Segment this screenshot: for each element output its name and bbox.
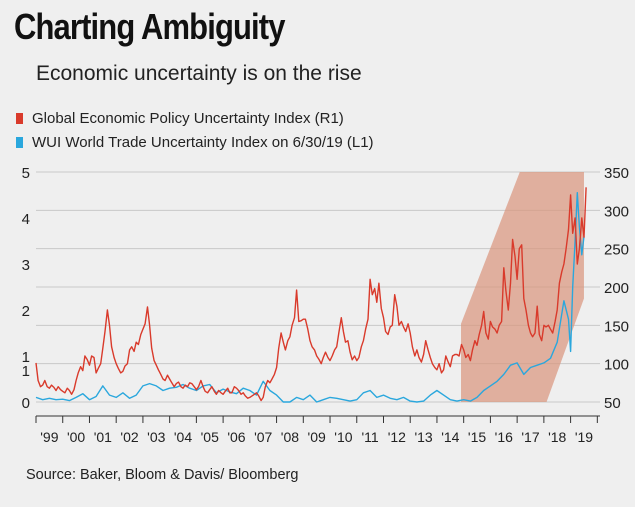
right-tick-label-6: 350 [604,165,629,182]
left-tick-label-3: 2 [22,303,30,320]
x-tick-label-16: '15 [468,429,486,445]
highlight-band-shape [461,172,584,402]
left-tick-label-4: 3 [22,257,30,274]
legend-label-wui: WUI World Trade Uncertainty Index on 6/3… [32,133,374,151]
legend-item-epu: Global Economic Policy Uncertainty Index… [16,106,374,130]
highlight-band [461,172,584,402]
axes: 0 11 2 3 4 5 50 100 150 200 250 300 350 '99 '00 '01 '02 '… [22,165,629,445]
right-tick-label-2: 150 [604,318,629,335]
x-tick-label-12: '11 [362,429,379,445]
series-lines [35,187,587,403]
x-tick-label-8: '07 [254,429,272,445]
line-chart: 0 11 2 3 4 5 50 100 150 200 250 300 350 '99 '00 '01 '02 '… [22,165,629,445]
x-tick-label-3: '02 [120,429,138,445]
legend-label-epu: Global Economic Policy Uncertainty Index… [32,109,344,127]
right-tick-label-5: 300 [604,203,629,220]
series-line-wui [35,192,585,403]
x-tick-label-9: '08 [281,429,299,445]
x-tick-label-7: '06 [227,429,245,445]
x-tick-label-2: '01 [94,429,112,445]
x-tick-label-5: '04 [174,429,192,445]
x-tick-label-4: '03 [147,429,165,445]
right-tick-label-3: 200 [604,280,629,297]
x-tick-label-20: '19 [575,429,593,445]
legend: Global Economic Policy Uncertainty Index… [16,106,374,154]
source-note: Source: Baker, Bloom & Davis/ Bloomberg [26,467,299,483]
right-tick-label-1: 100 [604,357,629,374]
x-tick-label-0: '99 [40,429,58,445]
x-tick-label-6: '05 [201,429,219,445]
x-tick-label-10: '09 [308,429,326,445]
x-tick-label-19: '18 [548,429,566,445]
left-tick-label-6: 5 [22,165,30,182]
x-tick-label-14: '13 [414,429,432,445]
left-tick-label-5: 4 [22,211,30,228]
x-tick-label-1: '00 [67,429,85,445]
left-tick-label-1: 1 [22,363,30,380]
chart-subtitle: Economic uncertainty is on the rise [36,62,362,85]
legend-item-wui: WUI World Trade Uncertainty Index on 6/3… [16,130,374,154]
x-tick-label-17: '16 [495,429,513,445]
x-tick-label-15: '14 [441,429,459,445]
series-line-epu [35,187,587,402]
x-tick-label-11: '10 [334,429,352,445]
legend-swatch-wui [16,136,23,148]
x-tick-label-13: '12 [388,429,406,445]
legend-swatch-epu [16,112,23,124]
left-tick-label-2: 1 [22,349,30,366]
right-tick-label-0: 50 [604,395,621,412]
chart-title: Charting Ambiguity [14,6,285,47]
x-tick-label-18: '17 [521,429,539,445]
right-tick-label-4: 250 [604,242,629,259]
left-tick-label-0: 0 [22,395,30,412]
